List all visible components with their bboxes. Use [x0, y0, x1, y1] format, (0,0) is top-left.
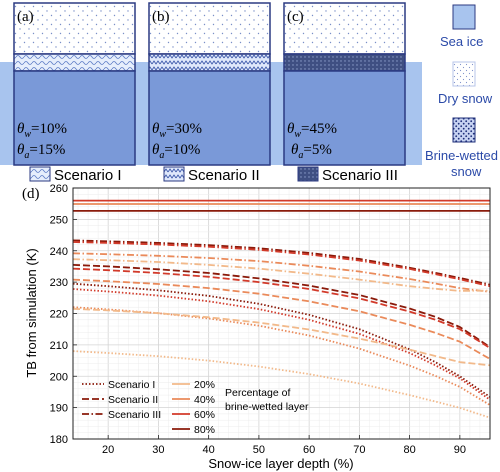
x-axis-label: Snow-ice layer depth (%): [208, 456, 353, 471]
panel-b: (b) θw=30% θa=10% Scenario II: [148, 2, 271, 184]
panel-a: (a) θw=10% θa=15% Scenario I: [13, 2, 136, 184]
panel-letter: (d): [22, 186, 40, 202]
theta-w-label: θw=30%: [152, 121, 202, 140]
series-line-scenario-i-40pct: [72, 306, 491, 406]
legend-label-80: 80%: [194, 424, 215, 436]
scenario-swatch: [163, 166, 185, 182]
series-line-scenario-ii-60pct: [72, 267, 491, 349]
legend-label-scenario-1: Scenario I: [108, 379, 155, 391]
scenario-swatch: [29, 166, 51, 182]
y-tick-label: 200: [50, 371, 68, 383]
dry-snow-layer: [13, 2, 136, 55]
sea-ice-label: Sea ice: [440, 34, 483, 49]
brine-wetted-swatch: [452, 117, 476, 143]
legend-label-60: 60%: [194, 409, 215, 421]
dry-snow-layer: [148, 2, 271, 55]
brine-layer: [13, 53, 136, 72]
sea-ice-layer: [283, 70, 406, 166]
x-tick-label: 60: [303, 444, 315, 456]
x-tick-label: 30: [152, 444, 164, 456]
plot-lines: [72, 199, 491, 419]
brine-layer: [148, 53, 271, 72]
y-ticks: 180 190 200 210 220 230 240 250 260: [50, 183, 77, 446]
dry-snow-layer: [283, 2, 406, 55]
sea-ice-layer: [148, 70, 271, 166]
legend-label-scenario-2: Scenario II: [108, 394, 158, 406]
panel-letter: (a): [17, 9, 34, 25]
y-tick-label: 180: [50, 434, 68, 446]
legend-note-line-1: Percentage of: [225, 387, 290, 399]
material-legend: Sea ice Dry snow Brine-wetted snow: [425, 4, 498, 179]
series-line-scenario-i-80pct: [72, 282, 491, 398]
theta-a-label: θa=15%: [17, 142, 65, 161]
series-line-scenario-iii-80pct: [72, 239, 491, 286]
sea-ice-layer: [13, 70, 136, 166]
brine-wetted-label-2: snow: [451, 164, 482, 179]
theta-w-label: θw=10%: [17, 121, 67, 140]
x-tick-label: 40: [203, 444, 215, 456]
dry-snow-label: Dry snow: [438, 91, 493, 106]
series-line-scenario-i-60pct: [72, 288, 491, 401]
panel-c: (c) θw=45% θa=5% Scenario III: [283, 2, 406, 184]
panel-letter: (b): [152, 9, 170, 25]
y-tick-label: 190: [50, 403, 68, 415]
x-tick-label: 80: [403, 444, 415, 456]
y-tick-label: 260: [50, 183, 68, 195]
y-axis-label: TB from simulation (K): [24, 248, 39, 377]
scenario-swatch: [297, 166, 319, 182]
series-line-scenario-iii-60pct: [72, 241, 491, 288]
y-tick-label: 230: [50, 277, 68, 289]
series-line-scenario-ii-40pct: [72, 278, 491, 360]
chart-legend: Scenario I Scenario II Scenario III 20% …: [82, 379, 309, 436]
sea-ice-swatch: [452, 4, 476, 30]
legend-label-40: 40%: [194, 394, 215, 406]
chart-d: (d) 20 30 40 50 60 70 80 90 180 190 200 210 220 230 2…: [22, 183, 491, 471]
schematic: (a) θw=10% θa=15% Scenario I (b) θw=30% …: [0, 2, 498, 184]
series-line-scenario-iii-40pct: [72, 252, 491, 293]
scenario-label: Scenario II: [188, 167, 260, 184]
y-tick-label: 220: [50, 309, 68, 321]
series-line-scenario-i-20pct: [72, 350, 491, 419]
legend-label-scenario-3: Scenario III: [108, 409, 161, 421]
x-tick-label: 90: [454, 444, 466, 456]
theta-a-label: θa=5%: [291, 142, 332, 161]
legend-label-20: 20%: [194, 379, 215, 391]
series-line-scenario-ii-20pct: [72, 307, 491, 367]
panel-letter: (c): [287, 9, 304, 25]
series-line-scenario-ii-80pct: [72, 264, 491, 348]
legend-note-line-2: brine-wetted layer: [225, 401, 309, 413]
x-tick-label: 50: [253, 444, 265, 456]
y-tick-label: 240: [50, 246, 68, 258]
y-tick-label: 250: [50, 214, 68, 226]
scenario-label: Scenario I: [54, 167, 122, 184]
x-tick-label: 20: [102, 444, 114, 456]
brine-wetted-label: Brine-wetted: [425, 148, 498, 163]
x-ticks: 20 30 40 50 60 70 80 90: [102, 435, 466, 456]
theta-w-label: θw=45%: [287, 121, 337, 140]
x-tick-label: 70: [353, 444, 365, 456]
series-line-scenario-iii-20pct: [72, 258, 491, 292]
theta-a-label: θa=10%: [152, 142, 200, 161]
dry-snow-swatch: [452, 61, 476, 87]
grid: [73, 188, 491, 439]
brine-layer: [283, 53, 406, 72]
y-tick-label: 210: [50, 340, 68, 352]
scenario-label: Scenario III: [322, 167, 398, 184]
